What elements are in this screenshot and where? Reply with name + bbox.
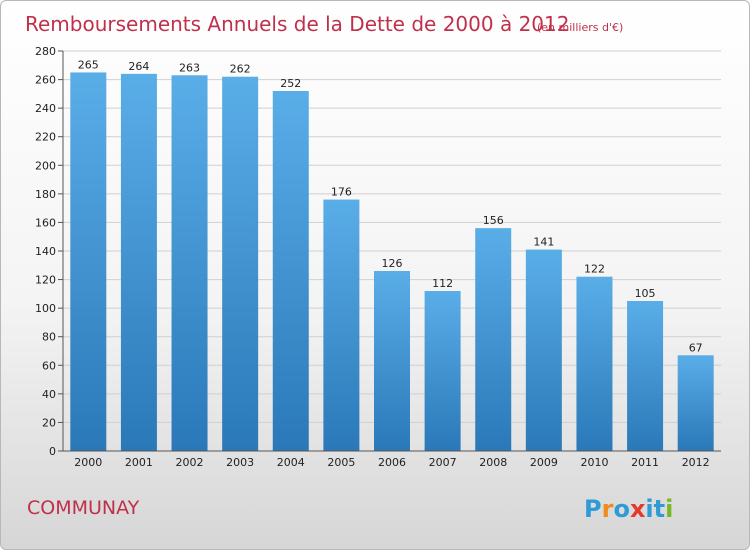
- x-tick-label: 2011: [631, 456, 659, 469]
- bar: [424, 291, 461, 451]
- x-tick-label: 2006: [378, 456, 406, 469]
- bar-value-label: 126: [382, 257, 403, 270]
- commune-name: COMMUNAY: [27, 497, 140, 519]
- bar: [272, 91, 309, 451]
- x-tick-label: 2010: [580, 456, 608, 469]
- chart-title: Remboursements Annuels de la Dette de 20…: [25, 12, 569, 36]
- y-tick-label: 240: [35, 102, 56, 115]
- x-tick-label: 2002: [176, 456, 204, 469]
- proxiti-logo: Proxiti: [584, 495, 673, 523]
- bar-value-label: 265: [78, 58, 99, 71]
- logo-letter: o: [613, 495, 630, 523]
- x-tick-label: 2008: [479, 456, 507, 469]
- logo-letter: r: [602, 495, 614, 523]
- bar-value-label: 264: [128, 60, 149, 73]
- bar: [222, 76, 259, 451]
- y-tick-label: 280: [35, 45, 56, 58]
- y-tick-label: 180: [35, 188, 56, 201]
- bar: [627, 301, 664, 451]
- x-tick-label: 2003: [226, 456, 254, 469]
- y-tick-label: 160: [35, 216, 56, 229]
- bar-value-label: 252: [280, 77, 301, 90]
- bar: [171, 75, 208, 452]
- logo-letter: i: [665, 495, 673, 523]
- y-tick-label: 40: [42, 388, 56, 401]
- y-tick-label: 80: [42, 331, 56, 344]
- bar: [323, 199, 360, 451]
- bar-value-label: 176: [331, 186, 352, 199]
- bar-value-label: 122: [584, 263, 605, 276]
- y-axis: 0 20 40 60 80 100 120 140 160 180 200 220 240 260 280: [35, 45, 64, 458]
- bar: [677, 355, 714, 451]
- y-tick-label: 220: [35, 131, 56, 144]
- x-tick-label: 2009: [530, 456, 558, 469]
- x-tick-label: 2000: [74, 456, 102, 469]
- bar: [120, 73, 157, 451]
- x-axis: 2000 2001 2002 2003 2004 2005 2006 2007 2008 2009…: [63, 450, 721, 469]
- x-tick-label: 2004: [277, 456, 305, 469]
- y-tick-label: 120: [35, 274, 56, 287]
- y-tick-label: 100: [35, 302, 56, 315]
- logo-letter: i: [645, 495, 653, 523]
- bar-value-label: 67: [689, 341, 703, 354]
- bars: 265 264 263 262 252 176 126 112 156 141 122 105 67: [70, 58, 714, 452]
- x-tick-label: 2007: [429, 456, 457, 469]
- y-tick-label: 20: [42, 416, 56, 429]
- bar: [374, 271, 410, 451]
- y-tick-label: 0: [49, 445, 56, 458]
- y-tick-label: 200: [35, 159, 56, 172]
- bar-value-label: 141: [533, 236, 554, 249]
- x-tick-label: 2005: [327, 456, 355, 469]
- logo-letter: t: [654, 495, 665, 523]
- x-tick-label: 2012: [682, 456, 710, 469]
- bar-value-label: 112: [432, 277, 453, 290]
- bar-value-label: 156: [483, 214, 504, 227]
- bar-value-label: 263: [179, 61, 200, 74]
- logo-letter: P: [584, 495, 602, 523]
- x-tick-label: 2001: [125, 456, 153, 469]
- bar: [525, 249, 562, 451]
- bar: [475, 228, 512, 451]
- bar-value-label: 262: [230, 63, 251, 76]
- bar: [576, 276, 613, 451]
- bar: [70, 72, 107, 451]
- bar-value-label: 105: [635, 287, 656, 300]
- y-tick-label: 140: [35, 245, 56, 258]
- y-tick-label: 60: [42, 359, 56, 372]
- chart-subtitle: (en milliers d'€): [537, 21, 623, 34]
- logo-letter: x: [630, 495, 646, 523]
- y-tick-label: 260: [35, 74, 56, 87]
